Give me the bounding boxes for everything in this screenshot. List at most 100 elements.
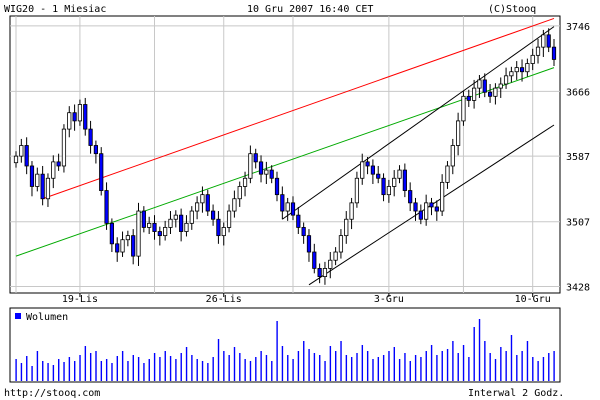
volume-bar xyxy=(116,356,119,381)
volume-bar xyxy=(212,357,214,381)
volume-bar xyxy=(26,356,28,381)
price-panel: 19-Lis 26-Lis 3-Gru 10-Gru 3428 3507 3587 3666… xyxy=(9,15,590,305)
volume-legend-swatch xyxy=(15,313,21,319)
candle-body xyxy=(13,155,19,164)
resistance-line xyxy=(42,17,555,200)
candle-body xyxy=(418,210,423,220)
candle-body xyxy=(397,169,402,179)
volume-bar xyxy=(553,351,555,381)
volume-bar xyxy=(180,353,182,381)
volume-plot-area xyxy=(9,307,561,383)
volume-bar xyxy=(452,341,454,381)
candle-body xyxy=(466,95,471,101)
volume-bar xyxy=(63,362,65,381)
x-tick-label: 26-Lis xyxy=(206,294,242,305)
candle-body xyxy=(514,67,519,73)
volume-bar xyxy=(265,355,268,381)
candle-body xyxy=(147,222,152,228)
volume-bar xyxy=(446,349,449,381)
candle-body xyxy=(296,214,301,228)
candle-body xyxy=(67,112,72,130)
candle-body xyxy=(269,169,274,179)
volume-bar xyxy=(105,359,108,381)
volume-bar xyxy=(191,355,193,381)
candle-body xyxy=(285,202,290,212)
candle-body xyxy=(168,218,173,228)
candle-body xyxy=(370,165,375,175)
volume-bar xyxy=(84,346,87,381)
volume-bar xyxy=(100,361,103,381)
x-tick-label: 10-Gru xyxy=(515,294,551,305)
candle-body xyxy=(77,104,83,122)
candle-body xyxy=(408,190,413,204)
header: WIG20 - 1 Miesiac 10 Gru 2007 16:40 CET … xyxy=(4,4,536,15)
volume-bar xyxy=(132,355,134,381)
chart-title: WIG20 - 1 Miesiac xyxy=(4,4,106,15)
y-tick-label: 3428 xyxy=(566,282,590,293)
volume-bar xyxy=(244,359,246,381)
candle-body xyxy=(519,67,525,73)
volume-bar xyxy=(548,353,550,381)
candle-body xyxy=(413,202,418,212)
volume-bar xyxy=(287,355,289,381)
volume-bar xyxy=(345,355,348,381)
y-axis-ticks: 3428 3507 3587 3666 3746 xyxy=(566,22,590,294)
candle-body xyxy=(546,34,551,48)
volume-bar xyxy=(425,351,427,381)
volume-bar xyxy=(228,355,230,381)
volume-bar xyxy=(430,345,433,381)
timestamp: 10 Gru 2007 16:40 CET xyxy=(247,4,373,15)
candle-body xyxy=(125,235,130,241)
volume-bar xyxy=(159,357,161,381)
candle-body xyxy=(509,71,514,77)
candle-body xyxy=(210,210,216,220)
volume-bar xyxy=(340,341,342,381)
candle-body xyxy=(280,194,285,212)
volume-bar xyxy=(148,359,150,381)
candle-body xyxy=(72,112,77,122)
candle-body xyxy=(264,169,269,175)
volume-bar xyxy=(361,345,364,381)
candle-body xyxy=(179,214,184,232)
candle-body xyxy=(498,83,503,89)
candle-body xyxy=(429,202,434,208)
volume-bar xyxy=(255,357,257,381)
candle-body xyxy=(381,177,386,196)
candle-body xyxy=(349,202,354,220)
candle-body xyxy=(232,198,237,212)
volume-bar xyxy=(462,345,465,381)
candle-body xyxy=(258,161,264,175)
candle-body xyxy=(93,145,99,155)
y-tick-label: 3746 xyxy=(566,22,590,33)
footer-url[interactable]: http://stooq.com xyxy=(4,388,100,399)
candle-body xyxy=(301,227,306,237)
candle-body xyxy=(99,153,104,191)
candle-body xyxy=(29,165,35,187)
candle-body xyxy=(365,161,370,167)
x-tick-label: 3-Gru xyxy=(374,294,404,305)
candle-body xyxy=(56,161,61,167)
volume-bar xyxy=(297,351,300,381)
candle-body xyxy=(440,181,445,212)
volume-bar xyxy=(233,347,236,381)
candle-body xyxy=(328,259,333,269)
candle-body xyxy=(525,63,530,73)
volume-bar xyxy=(73,361,76,381)
volume-bar xyxy=(398,359,401,381)
volume-bar xyxy=(249,361,252,381)
candle-body xyxy=(344,218,349,237)
candle-body xyxy=(376,173,381,179)
volume-bar xyxy=(537,361,539,381)
volume-bar xyxy=(377,357,380,381)
volume-bar xyxy=(473,327,475,381)
volume-bar xyxy=(542,357,545,381)
candle-body xyxy=(45,177,51,200)
volume-bar xyxy=(196,359,198,381)
candle-body xyxy=(503,75,509,85)
volume-bar xyxy=(388,351,390,381)
volume-bar xyxy=(510,335,513,381)
y-tick-label: 3666 xyxy=(566,87,590,98)
candle-body xyxy=(450,145,455,167)
volume-bar xyxy=(500,347,502,381)
